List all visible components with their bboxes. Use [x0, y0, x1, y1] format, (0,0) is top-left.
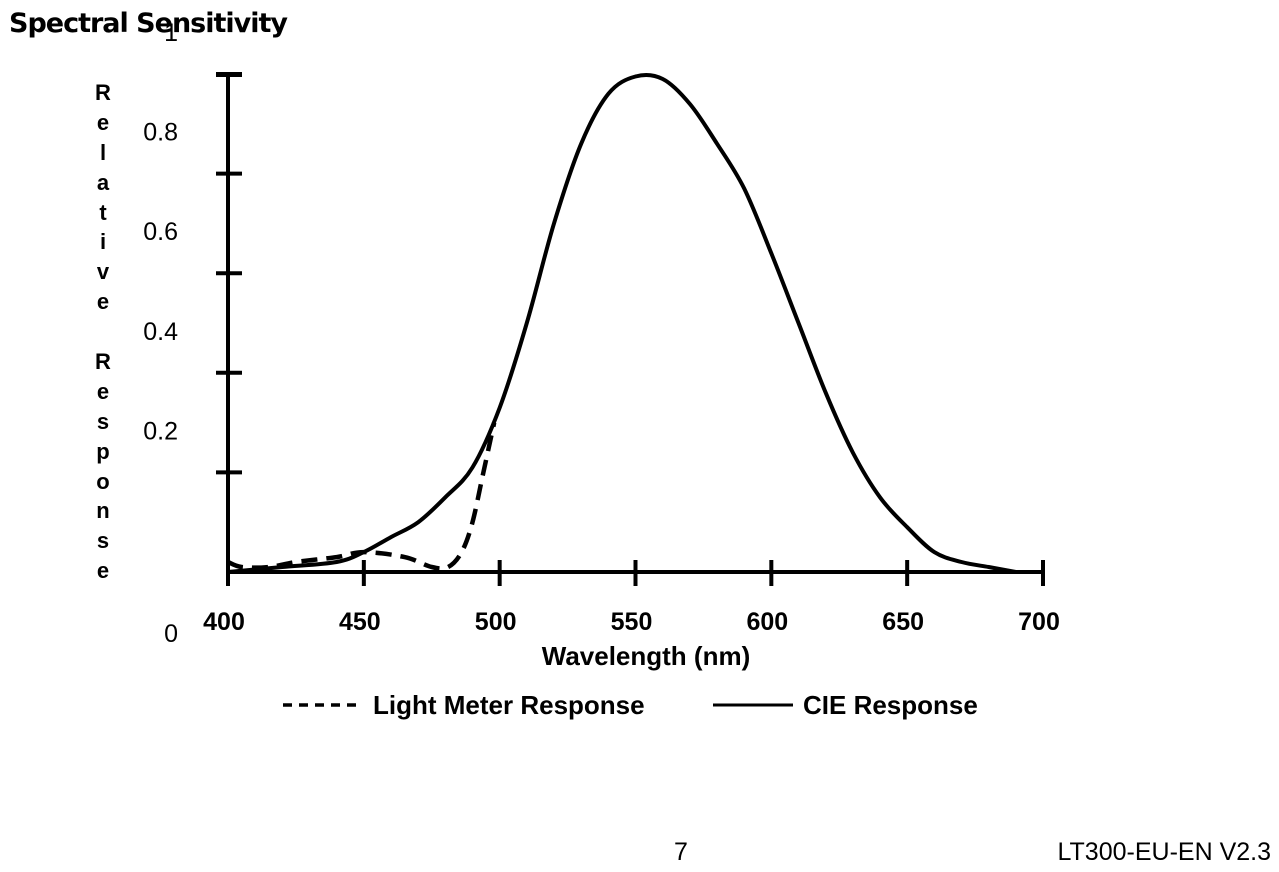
y-axis-label-letter: l [99, 139, 107, 165]
legend-label-0: Light Meter Response [373, 690, 645, 720]
chart-series [227, 72, 1017, 574]
y-tick-label-2: 0.4 [143, 318, 178, 346]
x-tick-label-4: 600 [746, 608, 788, 636]
legend-label-1: CIE Response [803, 690, 978, 720]
x-tick-label-3: 550 [611, 608, 653, 636]
y-axis-label-letter: R [95, 349, 111, 375]
x-tick-label-6: 700 [1018, 608, 1060, 636]
document-id: LT300-EU-EN V2.3 [1057, 838, 1271, 866]
y-axis-label-letter: s [96, 408, 110, 434]
cie-response-line [227, 72, 1017, 574]
y-tick-label-3: 0.6 [143, 218, 178, 246]
x-tick-label-2: 500 [475, 608, 517, 636]
y-tick-label-0: 0 [164, 620, 178, 648]
y-axis-label-letter: e [96, 289, 110, 315]
y-axis-label-letter: R [95, 80, 111, 105]
section-title: Spectral Sensitivity [9, 8, 288, 39]
y-axis-label-letter: e [96, 109, 110, 135]
y-axis-label-letter: s [96, 528, 110, 554]
y-axis-label-letter: n [96, 498, 110, 524]
x-axis-label: Wavelength (nm) [542, 641, 750, 671]
y-axis-label-letter: t [99, 199, 107, 225]
y-axis-label-letter: a [96, 169, 110, 195]
chart-ticks: 0 0.2 0.4 0.6 0.8 1 400 450 500 550 600 650 700 Wavel… [143, 19, 1060, 671]
x-tick-label-5: 650 [882, 608, 924, 636]
y-axis-label-letter: e [96, 558, 110, 584]
y-axis-label-letter: i [99, 229, 107, 255]
x-tick-label-1: 450 [339, 608, 381, 636]
y-axis-label-letter: v [96, 259, 110, 285]
chart-legend: Light Meter Response CIE Response [283, 690, 978, 720]
y-tick-label-1: 0.2 [143, 417, 178, 445]
x-tick-label-0: 400 [203, 608, 245, 636]
y-tick-label-5: 1 [164, 19, 178, 47]
y-axis-label-letter: e [96, 378, 110, 404]
page-number: 7 [674, 838, 688, 866]
y-axis-label-letter: p [96, 438, 110, 464]
chart-axes [216, 73, 1045, 574]
light-meter-response-line [227, 422, 497, 571]
y-axis-label-letter: o [96, 468, 110, 494]
y-tick-label-4: 0.8 [143, 119, 178, 147]
